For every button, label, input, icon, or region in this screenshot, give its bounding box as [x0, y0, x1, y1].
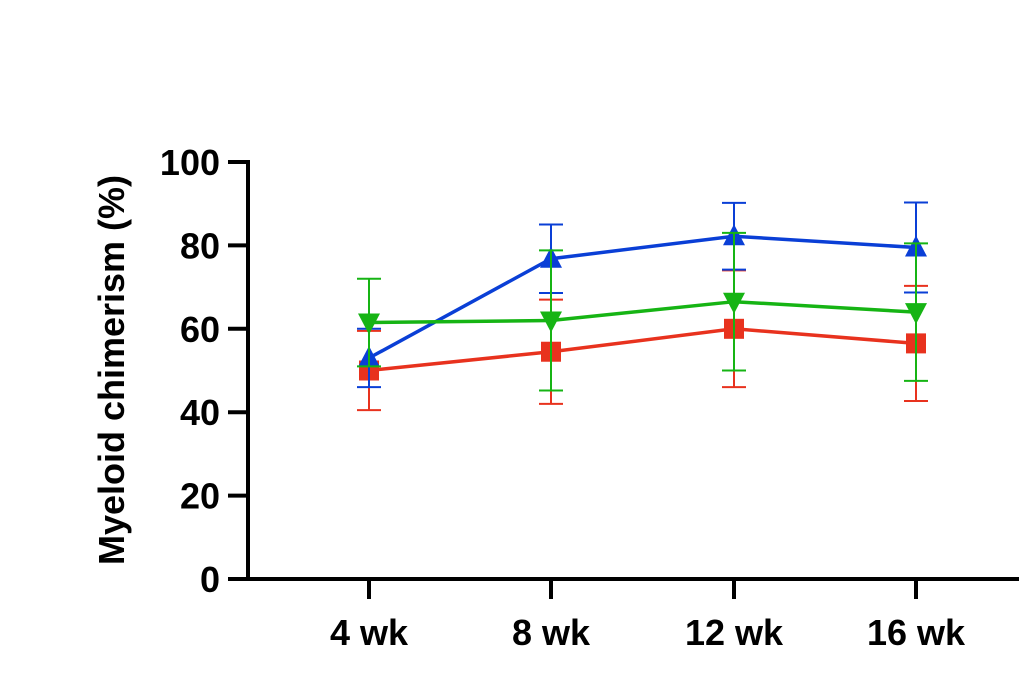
x-tick-label: 4 wk	[330, 612, 409, 653]
y-tick-label: 20	[180, 476, 220, 517]
data-point	[723, 292, 745, 314]
data-point	[905, 303, 927, 325]
x-tick-label: 16 wk	[867, 612, 966, 653]
data-point	[358, 313, 380, 335]
series-1	[357, 269, 928, 412]
y-tick-label: 100	[160, 142, 220, 183]
series-2	[357, 201, 928, 389]
y-tick-label: 0	[200, 559, 220, 600]
series-line	[368, 234, 917, 360]
data-point	[540, 311, 562, 333]
y-tick-label: 40	[180, 392, 220, 433]
series-line	[368, 299, 917, 325]
series-3	[357, 231, 928, 392]
y-ticks: 0 20 40 60 80 100	[160, 142, 248, 600]
series-layer	[357, 201, 928, 412]
series-line	[368, 327, 917, 373]
y-tick-label: 80	[180, 225, 220, 266]
x-ticks: 4 wk 8 wk 12 wk 16 wk	[330, 579, 966, 653]
x-tick-label: 8 wk	[512, 612, 591, 653]
y-tick-label: 60	[180, 309, 220, 350]
y-axis-title: Myeloid chimerism (%)	[91, 175, 132, 565]
x-tick-label: 12 wk	[685, 612, 784, 653]
